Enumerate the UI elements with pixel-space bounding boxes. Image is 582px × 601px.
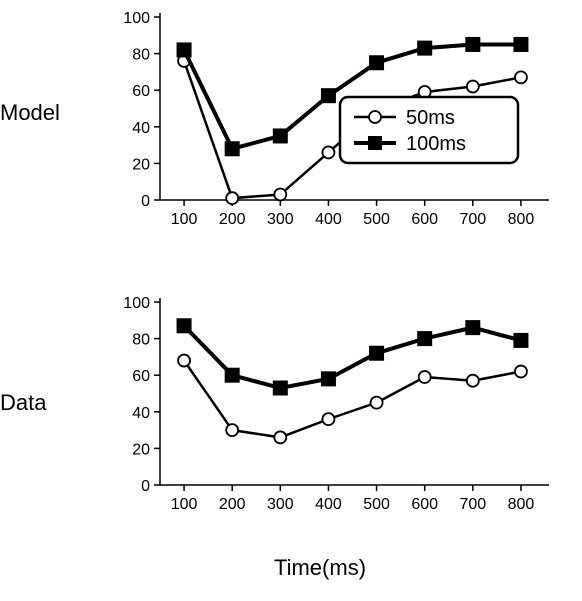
model-label: Model: [0, 100, 100, 126]
marker-100ms: [321, 89, 335, 103]
svg-text:60: 60: [132, 368, 150, 385]
marker-100ms: [466, 37, 480, 51]
svg-text:500: 500: [363, 496, 390, 513]
marker-50ms: [178, 355, 190, 367]
svg-text:700: 700: [459, 211, 486, 228]
svg-text:80: 80: [132, 47, 150, 64]
data-chart: 0 20 40 60 80 100 100 200 300 400 500 600 700 800: [100, 290, 570, 535]
marker-100ms: [273, 381, 287, 395]
marker-50ms: [322, 146, 334, 158]
marker-100ms: [225, 368, 239, 382]
svg-text:0: 0: [141, 478, 150, 495]
marker-50ms: [515, 366, 527, 378]
marker-50ms: [467, 375, 479, 387]
marker-100ms: [514, 37, 528, 51]
marker-100ms: [177, 319, 191, 333]
svg-text:60: 60: [132, 83, 150, 100]
data-label: Data: [0, 390, 100, 416]
svg-text:200: 200: [219, 211, 246, 228]
marker-100ms: [514, 333, 528, 347]
svg-text:400: 400: [315, 211, 342, 228]
marker-50ms: [274, 189, 286, 201]
marker-100ms: [321, 372, 335, 386]
svg-text:40: 40: [132, 120, 150, 137]
svg-text:100: 100: [123, 295, 150, 312]
svg-text:600: 600: [411, 496, 438, 513]
marker-100ms: [370, 346, 384, 360]
marker-100ms: [370, 56, 384, 70]
marker-50ms: [467, 81, 479, 93]
svg-text:100: 100: [171, 211, 198, 228]
legend-label-100ms: 100ms: [406, 133, 466, 155]
legend-marker-100ms: [368, 136, 382, 150]
svg-text:300: 300: [267, 211, 294, 228]
svg-text:100: 100: [123, 10, 150, 27]
svg-text:800: 800: [508, 211, 535, 228]
svg-text:200: 200: [219, 496, 246, 513]
marker-50ms: [226, 424, 238, 436]
svg-text:20: 20: [132, 441, 150, 458]
marker-100ms: [225, 142, 239, 156]
marker-50ms: [322, 413, 334, 425]
svg-text:80: 80: [132, 332, 150, 349]
svg-text:800: 800: [508, 496, 535, 513]
svg-text:20: 20: [132, 156, 150, 173]
marker-100ms: [273, 129, 287, 143]
svg-text:600: 600: [411, 211, 438, 228]
legend: 50ms 100ms: [340, 97, 518, 163]
marker-50ms: [515, 71, 527, 83]
model-chart: 0 20 40 60 80 100 100 200 300 400 500 600 700 800 50ms…: [100, 5, 570, 250]
marker-100ms: [177, 43, 191, 57]
svg-text:500: 500: [363, 211, 390, 228]
svg-text:40: 40: [132, 405, 150, 422]
marker-50ms: [371, 397, 383, 409]
marker-100ms: [466, 321, 480, 335]
svg-text:100: 100: [171, 496, 198, 513]
marker-100ms: [418, 332, 432, 346]
marker-100ms: [418, 41, 432, 55]
legend-marker-50ms: [369, 111, 381, 123]
svg-text:0: 0: [141, 193, 150, 210]
svg-text:400: 400: [315, 496, 342, 513]
xaxis-title: Time(ms): [100, 555, 540, 581]
marker-50ms: [274, 431, 286, 443]
svg-text:300: 300: [267, 496, 294, 513]
marker-50ms: [419, 371, 431, 383]
legend-label-50ms: 50ms: [406, 107, 455, 129]
marker-50ms: [226, 192, 238, 204]
svg-text:700: 700: [459, 496, 486, 513]
